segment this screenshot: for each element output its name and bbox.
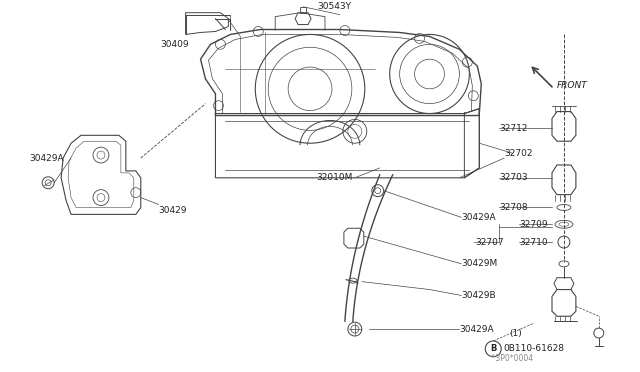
Text: 30429A: 30429A bbox=[29, 154, 64, 163]
Text: ^3P0*0004: ^3P0*0004 bbox=[489, 354, 533, 363]
Text: 32703: 32703 bbox=[499, 173, 528, 182]
Text: 0B110-61628: 0B110-61628 bbox=[503, 344, 564, 353]
Text: 32010M: 32010M bbox=[316, 173, 353, 182]
Text: 30409: 30409 bbox=[161, 40, 189, 49]
Text: 30429M: 30429M bbox=[461, 259, 498, 268]
Text: 32708: 32708 bbox=[499, 203, 528, 212]
Text: FRONT: FRONT bbox=[557, 81, 588, 90]
Text: 32709: 32709 bbox=[519, 220, 548, 229]
Text: 30429B: 30429B bbox=[461, 291, 496, 300]
Text: B: B bbox=[490, 344, 497, 353]
Text: 30543Y: 30543Y bbox=[317, 2, 351, 11]
Text: 32712: 32712 bbox=[499, 124, 528, 133]
Text: 32707: 32707 bbox=[476, 238, 504, 247]
Text: 30429: 30429 bbox=[159, 206, 188, 215]
Text: 30429A: 30429A bbox=[460, 325, 494, 334]
Text: 32710: 32710 bbox=[519, 238, 548, 247]
Text: 30429A: 30429A bbox=[461, 213, 496, 222]
Text: (1): (1) bbox=[509, 328, 522, 337]
Text: 32702: 32702 bbox=[504, 148, 532, 158]
